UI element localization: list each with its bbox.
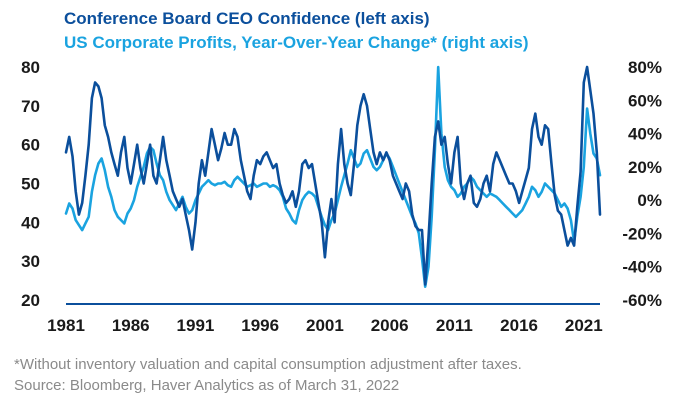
left-axis-ticks: 80 70 60 50 40 30 20 [21,58,40,310]
left-tick-label: 60 [21,136,40,155]
x-axis-ticks: 1981 1986 1991 1996 2001 2006 2011 2016 2021 [47,316,603,335]
x-tick-label: 2021 [565,316,603,335]
left-tick-label: 30 [21,252,40,271]
chart-subtitle: US Corporate Profits, Year-Over-Year Cha… [64,33,529,52]
right-tick-label: -60% [622,291,662,310]
x-tick-label: 2016 [500,316,538,335]
x-tick-label: 1996 [241,316,279,335]
ceo-confidence-line [64,65,602,286]
source-note: Source: Bloomberg, Haver Analytics as of… [14,377,400,394]
x-tick-label: 1981 [47,316,85,335]
right-tick-label: 80% [628,58,662,77]
left-tick-label: 50 [21,175,40,194]
left-tick-label: 20 [21,291,40,310]
right-tick-label: -40% [622,258,662,277]
right-tick-label: 60% [628,91,662,110]
right-tick-label: 40% [628,125,662,144]
x-tick-label: 2011 [436,316,473,335]
left-tick-label: 70 [21,97,40,116]
right-axis-ticks: 80% 60% 40% 20% 0% -20% -40% -60% [622,58,662,310]
x-tick-label: 1991 [177,316,215,335]
right-tick-label: 20% [628,158,662,177]
right-tick-label: -20% [622,224,662,243]
left-tick-label: 80 [21,58,40,77]
x-tick-label: 2001 [306,316,344,335]
left-tick-label: 40 [21,213,40,232]
chart-canvas: 80 70 60 50 40 30 20 80% 60% 40% 20% 0% -20% -40% -60… [21,58,662,335]
chart-title: Conference Board CEO Confidence (left ax… [64,9,430,28]
x-tick-label: 2006 [371,316,409,335]
x-tick-label: 1986 [112,316,150,335]
series-layer [64,65,602,288]
right-tick-label: 0% [637,191,662,210]
footnote: *Without inventory valuation and capital… [14,356,522,373]
